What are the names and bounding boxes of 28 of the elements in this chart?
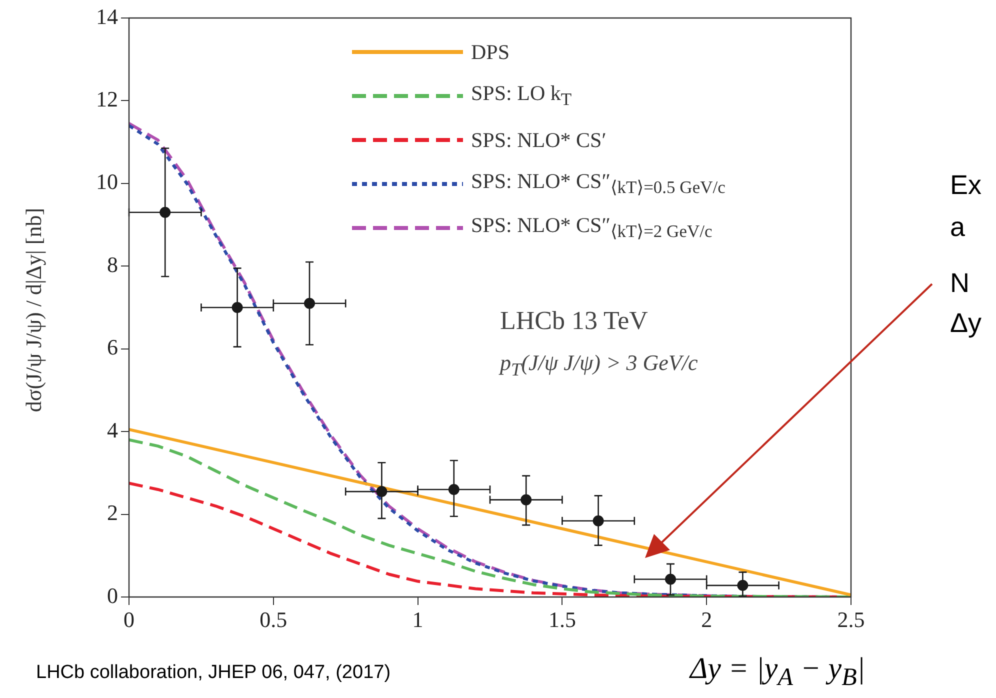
annotation: LHCb 13 TeV [500,306,648,336]
y-tick-label: 2 [107,500,118,526]
legend-label: SPS: NLO* CS″$_{⟨kT⟩=0.5 GeV/c}$ [471,169,726,199]
y-tick-label: 8 [107,252,118,277]
text: a [950,212,966,243]
x-tick-label: 1.5 [548,606,576,632]
text: Δy [950,308,982,339]
legend-label: SPS: NLO* CS″$_{⟨kT⟩=2 GeV/c}$ [471,213,712,243]
y-axis-title: dσ(J/ψ J/ψ) / d|Δy| [nb] [21,208,47,412]
x-tick-label: 2.5 [837,606,865,632]
y-tick-label: 10 [96,169,118,194]
text: N [950,268,970,299]
y-tick-label: 14 [96,4,118,29]
y-tick-label: 12 [96,86,118,112]
legend-label: DPS [471,40,510,64]
y-tick-label: 6 [107,334,118,360]
legend-label: SPS: NLO* CS′ [471,128,606,152]
x-tick-label: 0 [124,606,134,632]
x-tick-label: 1 [412,606,424,632]
text: LHCb collaboration, JHEP 06, 047, (2017) [36,662,391,684]
text: Ex [950,170,982,201]
x-axis-title: Δy = |y$_{A}$ − y$_{B}$| [690,652,866,692]
annotation: p$_{T}$(J/ψ J/ψ) > 3 GeV/c [500,350,698,380]
legend-label: SPS: LO k$_{T}$ [471,81,572,111]
x-tick-label: 0.5 [260,606,288,632]
x-tick-label: 2 [701,606,712,632]
y-tick-label: 0 [107,582,118,608]
y-tick-label: 4 [107,417,118,442]
